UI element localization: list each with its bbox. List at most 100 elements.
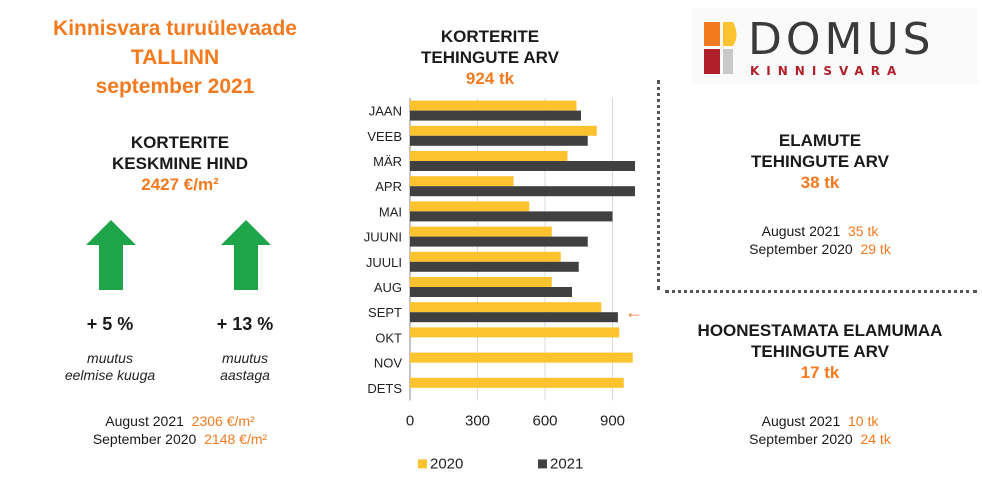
y-tick-label: OKT — [375, 330, 402, 345]
bar-2021 — [410, 135, 588, 146]
bar-2020 — [410, 327, 620, 338]
x-tick-label: 600 — [532, 412, 557, 429]
avg-price-title2: KESKMINE HIND — [111, 154, 248, 173]
bar-2020 — [410, 226, 552, 237]
land-cmp-row: September 2020 24 tk — [700, 430, 940, 448]
avg-price-cmp-row: September 2020 2148 €/m² — [40, 430, 320, 448]
report-title-line1: Kinnisvara turuülevaade — [53, 17, 297, 40]
highlight-arrow-icon: ← — [625, 302, 643, 322]
bar-2021 — [410, 161, 635, 171]
bar-2021 — [410, 110, 581, 121]
domus-logo-mark-icon — [704, 22, 737, 74]
cmp-label: September 2020 — [749, 241, 853, 257]
y-tick-label: APR — [375, 179, 402, 194]
y-tick-label: AUG — [374, 280, 402, 295]
houses-title1: ELAMUTE — [778, 131, 862, 150]
land-value: 17 tk — [800, 363, 840, 382]
land-comparison: August 2021 10 tk September 2020 24 tk — [700, 412, 940, 448]
bar-2020 — [410, 352, 633, 363]
legend-swatch — [538, 459, 547, 469]
change-month-note: muutus eelmise kuuga — [40, 350, 180, 384]
y-tick-label: MÄR — [373, 154, 402, 169]
legend-label: 2020 — [430, 455, 463, 472]
chart-title-block: KORTERITE TEHINGUTE ARV 924 tk — [380, 26, 600, 90]
land-title1: HOONESTAMATA ELAMUMAA — [697, 321, 943, 340]
houses-title2: TEHINGUTE ARV — [751, 152, 889, 171]
land-block: HOONESTAMATA ELAMUMAA TEHINGUTE ARV 17 t… — [670, 320, 970, 384]
y-tick-label: SEPT — [368, 305, 402, 320]
legend-label: 2021 — [550, 455, 583, 472]
houses-cmp-row: September 2020 29 tk — [700, 240, 940, 258]
houses-value: 38 tk — [800, 173, 840, 192]
change-month-value: + 5 % — [86, 314, 134, 334]
cmp-value: 2148 €/m² — [204, 431, 268, 447]
bar-2021 — [410, 287, 572, 297]
avg-price-cmp-row: August 2021 2306 €/m² — [40, 412, 320, 430]
houses-cmp-row: August 2021 35 tk — [700, 222, 940, 240]
avg-price-title1: KORTERITE — [130, 133, 230, 152]
apartment-transactions-chart: 0 300 600 900 JAAN VEEB MÄR APR MAI JUUNI JUULI AUG… — [364, 98, 643, 472]
bar-2021 — [410, 312, 618, 323]
y-tick-label: MAI — [379, 204, 402, 219]
cmp-value: 10 tk — [848, 413, 879, 429]
domus-logo-word: DOMUS — [748, 14, 935, 65]
chart-title-word: TEHINGUTE ARV — [421, 48, 559, 67]
cmp-value: 2306 €/m² — [191, 413, 255, 429]
avg-price-comparison: August 2021 2306 €/m² September 2020 214… — [40, 412, 320, 448]
cmp-value: 24 tk — [860, 431, 891, 447]
bar-2021 — [410, 236, 588, 247]
avg-price-block: KORTERITE KESKMINE HIND 2427 €/m² — [60, 132, 300, 196]
legend-swatch — [418, 459, 427, 469]
x-tick-label: 900 — [600, 412, 625, 429]
avg-price-value: 2427 €/m² — [141, 175, 219, 194]
y-tick-label: NOV — [374, 356, 403, 371]
report-title-line3: september 2021 — [95, 75, 255, 98]
change-year-note-line1: muutus — [222, 350, 268, 366]
cmp-value: 35 tk — [848, 223, 879, 239]
change-year-note: muutus aastaga — [175, 350, 315, 384]
houses-block: ELAMUTE TEHINGUTE ARV 38 tk — [690, 130, 950, 194]
cmp-label: September 2020 — [749, 431, 853, 447]
change-month-note-line2: eelmise kuuga — [64, 367, 156, 383]
houses-comparison: August 2021 35 tk September 2020 29 tk — [700, 222, 940, 258]
cmp-label: August 2021 — [761, 223, 841, 239]
change-year-note-line2: aastaga — [220, 367, 270, 383]
domus-logo-sub: KINNISVARA — [750, 64, 904, 78]
chart-subtitle: 924 tk — [465, 69, 515, 88]
y-tick-label: JAAN — [369, 104, 402, 119]
bar-2020 — [410, 176, 514, 187]
bar-2020 — [410, 100, 577, 111]
x-tick-label: 0 — [406, 412, 414, 429]
up-arrow-month-icon — [86, 220, 136, 290]
report-title: Kinnisvara turuülevaade TALLINN septembe… — [10, 14, 340, 101]
bar-2021 — [410, 261, 579, 272]
bar-2020 — [410, 151, 568, 161]
vertical-divider — [657, 80, 660, 290]
cmp-label: September 2020 — [92, 431, 197, 447]
bar-2020 — [410, 377, 624, 388]
cmp-value: 29 tk — [860, 241, 891, 257]
up-arrow-year-icon — [221, 220, 271, 290]
bar-2020 — [410, 302, 602, 313]
land-title2: TEHINGUTE ARV — [751, 342, 889, 361]
cmp-label: August 2021 — [105, 413, 184, 429]
land-cmp-row: August 2021 10 tk — [700, 412, 940, 430]
y-tick-label: VEEB — [367, 129, 402, 144]
change-month-note-line1: muutus — [87, 350, 133, 366]
x-tick-label: 300 — [465, 412, 490, 429]
bar-2020 — [410, 201, 530, 212]
y-tick-label: JUUNI — [364, 230, 402, 245]
domus-logo: DOMUS KINNISVARA — [692, 8, 978, 84]
bar-2021 — [410, 186, 635, 197]
bar-2020 — [410, 251, 561, 262]
chart-title-word: KORTERITE — [440, 27, 540, 46]
report-title-line2: TALLINN — [130, 46, 220, 69]
y-tick-label: JUULI — [366, 255, 402, 270]
chart-title-line1: KORTERITE TEHINGUTE ARV — [380, 26, 600, 68]
y-tick-label: DETS — [367, 381, 402, 396]
change-year-value: + 13 % — [216, 314, 274, 334]
horizontal-divider — [665, 290, 977, 293]
bar-2021 — [410, 211, 613, 222]
bar-2020 — [410, 277, 552, 287]
bar-2020 — [410, 125, 597, 136]
